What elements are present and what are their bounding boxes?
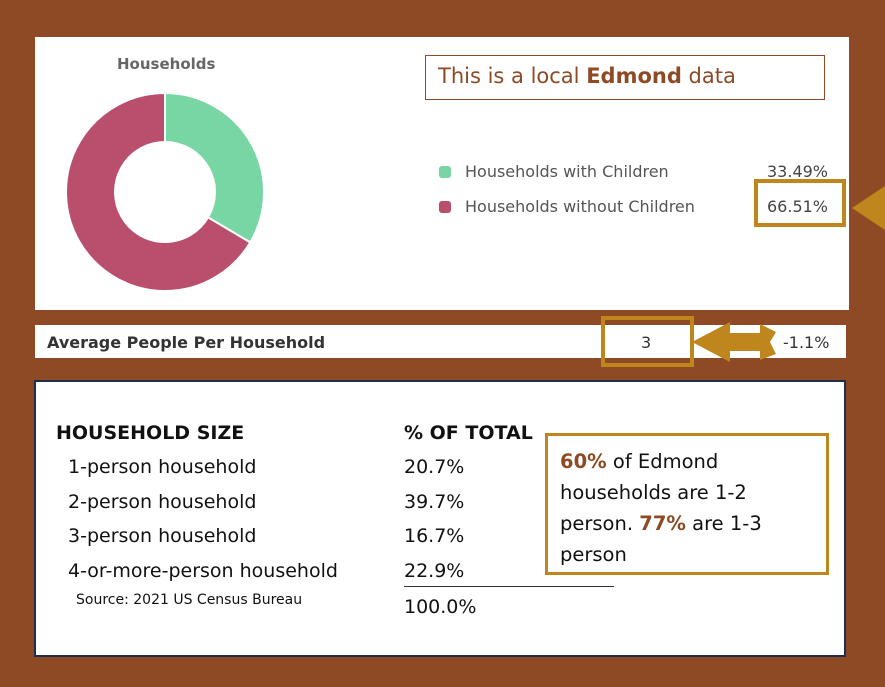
- summary-pct-1-3: 77%: [639, 512, 686, 535]
- legend-value-without-children: 66.51%: [767, 197, 829, 216]
- local-data-note: This is a local Edmond data: [425, 55, 825, 100]
- legend-swatch: [439, 201, 451, 213]
- legend-value-with-children: 33.49%: [767, 162, 829, 181]
- size-row-label: 1-person household: [68, 456, 257, 478]
- size-row-label: 4-or-more-person household: [68, 560, 338, 582]
- households-panel: Households This is a local Edmond data H…: [35, 37, 849, 310]
- pointer-arrow-left-icon: [852, 186, 885, 230]
- header-percent-total: % OF TOTAL: [404, 422, 533, 444]
- header-household-size: HOUSEHOLD SIZE: [56, 422, 245, 444]
- legend-label: Households with Children: [465, 162, 669, 181]
- note-city: Edmond: [586, 64, 682, 88]
- avg-people-label: Average People Per Household: [47, 333, 326, 352]
- legend-item-without-children: Households without Children: [439, 197, 695, 216]
- total-pct: 100.0%: [404, 596, 477, 618]
- summary-text-1: of Edmond households are 1-2 person.: [560, 450, 747, 535]
- size-row-label: 2-person household: [68, 491, 257, 513]
- size-row-pct: 20.7%: [404, 456, 465, 478]
- avg-people-value: 3: [641, 333, 652, 352]
- chart-title: Households: [117, 55, 216, 73]
- note-prefix: This is a local: [438, 64, 587, 88]
- donut-slice-1: [65, 92, 252, 292]
- size-row-pct: 39.7%: [404, 491, 465, 513]
- pointer-arrow-left-icon: [692, 322, 776, 362]
- note-suffix: data: [681, 64, 736, 88]
- donut-chart: [65, 92, 265, 292]
- summary-callout: 60% of Edmond households are 1-2 person.…: [545, 433, 829, 575]
- summary-text-2: are 1-3 person: [560, 512, 762, 566]
- donut-slice-0: [164, 92, 265, 244]
- source-note: Source: 2021 US Census Bureau: [76, 592, 303, 608]
- sum-divider: [404, 586, 614, 587]
- legend-swatch: [439, 166, 451, 178]
- legend-label: Households without Children: [465, 197, 695, 216]
- size-row-label: 3-person household: [68, 525, 257, 547]
- size-row-pct: 22.9%: [404, 560, 465, 582]
- highlight-box-avg: [601, 316, 694, 367]
- size-row-pct: 16.7%: [404, 525, 465, 547]
- household-size-panel: HOUSEHOLD SIZE % OF TOTAL 1-person house…: [34, 380, 846, 657]
- summary-pct-1-2: 60%: [560, 450, 607, 473]
- avg-people-change: -1.1%: [783, 333, 830, 352]
- highlight-box-percent: [754, 179, 846, 227]
- legend-item-with-children: Households with Children: [439, 162, 669, 181]
